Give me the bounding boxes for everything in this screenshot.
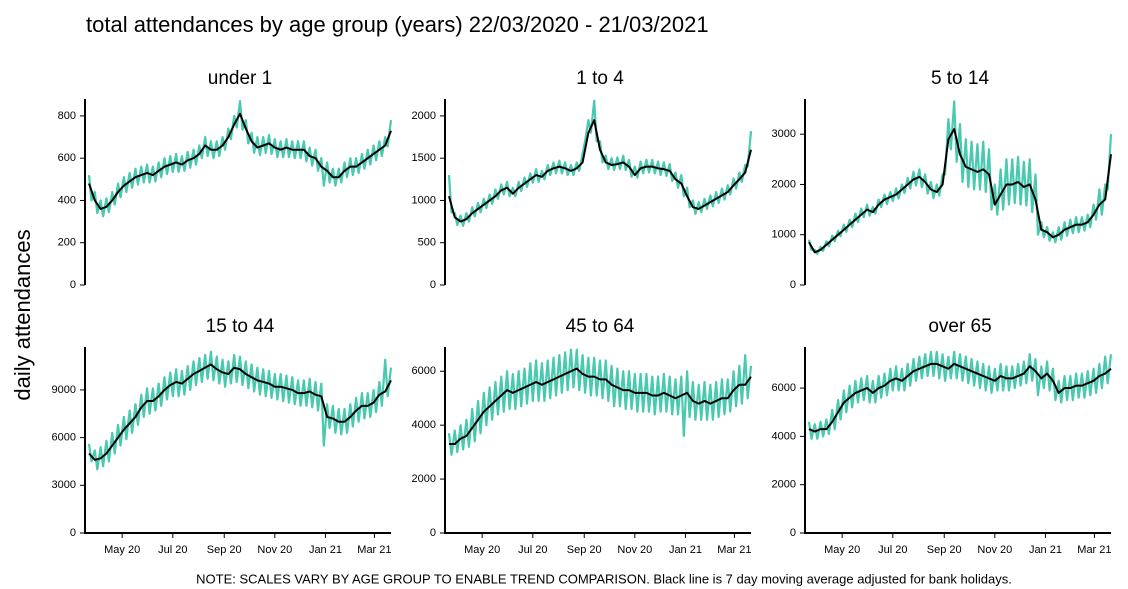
x-tick-label: Jan 21 bbox=[669, 544, 702, 556]
y-tick-label: 6000 bbox=[772, 382, 796, 394]
y-axis-label: daily attendances bbox=[10, 229, 35, 400]
series-line bbox=[87, 350, 393, 471]
series-line bbox=[447, 99, 753, 227]
series-line bbox=[807, 100, 1113, 255]
x-tick-label: Sep 20 bbox=[927, 544, 962, 556]
series-line bbox=[447, 348, 753, 456]
y-tick-label: 6000 bbox=[52, 432, 76, 444]
panel-title: 15 to 44 bbox=[206, 316, 275, 337]
y-tick-label: 2000 bbox=[412, 110, 436, 122]
x-tick-label: Nov 20 bbox=[977, 544, 1012, 556]
x-tick-label: Jan 21 bbox=[1029, 544, 1062, 556]
y-tick-label: 4000 bbox=[772, 430, 796, 442]
panel-title: over 65 bbox=[928, 316, 991, 337]
y-tick-label: 0 bbox=[70, 279, 76, 291]
x-tick-label: May 20 bbox=[464, 544, 500, 556]
x-tick-label: Jan 21 bbox=[309, 544, 342, 556]
y-tick-label: 400 bbox=[58, 194, 76, 206]
series-line bbox=[88, 112, 392, 210]
x-tick-label: Mar 21 bbox=[717, 544, 751, 556]
y-tick-label: 600 bbox=[58, 152, 76, 164]
y-tick-label: 0 bbox=[790, 279, 796, 291]
y-tick-label: 2000 bbox=[772, 178, 796, 190]
series-line bbox=[449, 367, 752, 446]
x-tick-label: Nov 20 bbox=[617, 544, 652, 556]
y-tick-label: 2000 bbox=[412, 473, 436, 485]
panel-title: 1 to 4 bbox=[576, 68, 624, 89]
y-tick-label: 2000 bbox=[772, 479, 796, 491]
x-tick-label: Sep 20 bbox=[207, 544, 242, 556]
y-tick-label: 500 bbox=[418, 237, 436, 249]
y-tick-label: 200 bbox=[58, 237, 76, 249]
y-tick-label: 0 bbox=[70, 527, 76, 539]
panel-title: 5 to 14 bbox=[931, 68, 990, 89]
panel-title: under 1 bbox=[208, 68, 272, 89]
y-tick-label: 3000 bbox=[52, 479, 76, 491]
y-tick-label: 3000 bbox=[772, 128, 796, 140]
x-tick-label: Jul 20 bbox=[518, 544, 547, 556]
series-line bbox=[808, 362, 1112, 433]
y-tick-label: 0 bbox=[430, 279, 436, 291]
y-tick-label: 1000 bbox=[412, 194, 436, 206]
y-tick-label: 0 bbox=[430, 527, 436, 539]
x-tick-label: Nov 20 bbox=[257, 544, 292, 556]
series-line bbox=[808, 128, 1112, 254]
series-line bbox=[88, 363, 392, 461]
x-tick-label: May 20 bbox=[824, 544, 860, 556]
chart-title: total attendances by age group (years) 2… bbox=[86, 12, 709, 37]
series-line bbox=[87, 100, 393, 218]
y-tick-label: 6000 bbox=[412, 365, 436, 377]
series-line bbox=[807, 350, 1113, 440]
y-tick-label: 0 bbox=[790, 527, 796, 539]
x-tick-label: May 20 bbox=[104, 544, 140, 556]
x-tick-label: Mar 21 bbox=[357, 544, 391, 556]
x-tick-label: Mar 21 bbox=[1077, 544, 1111, 556]
x-tick-label: Sep 20 bbox=[567, 544, 602, 556]
y-tick-label: 9000 bbox=[52, 384, 76, 396]
note: NOTE: SCALES VARY BY AGE GROUP TO ENABLE… bbox=[196, 571, 1012, 586]
x-tick-label: Jul 20 bbox=[158, 544, 187, 556]
panel-title: 45 to 64 bbox=[566, 316, 635, 337]
y-tick-label: 4000 bbox=[412, 419, 436, 431]
y-tick-label: 1500 bbox=[412, 152, 436, 164]
series-line bbox=[448, 119, 752, 223]
x-tick-label: Jul 20 bbox=[878, 544, 907, 556]
y-tick-label: 1000 bbox=[772, 229, 796, 241]
y-tick-label: 800 bbox=[58, 110, 76, 122]
